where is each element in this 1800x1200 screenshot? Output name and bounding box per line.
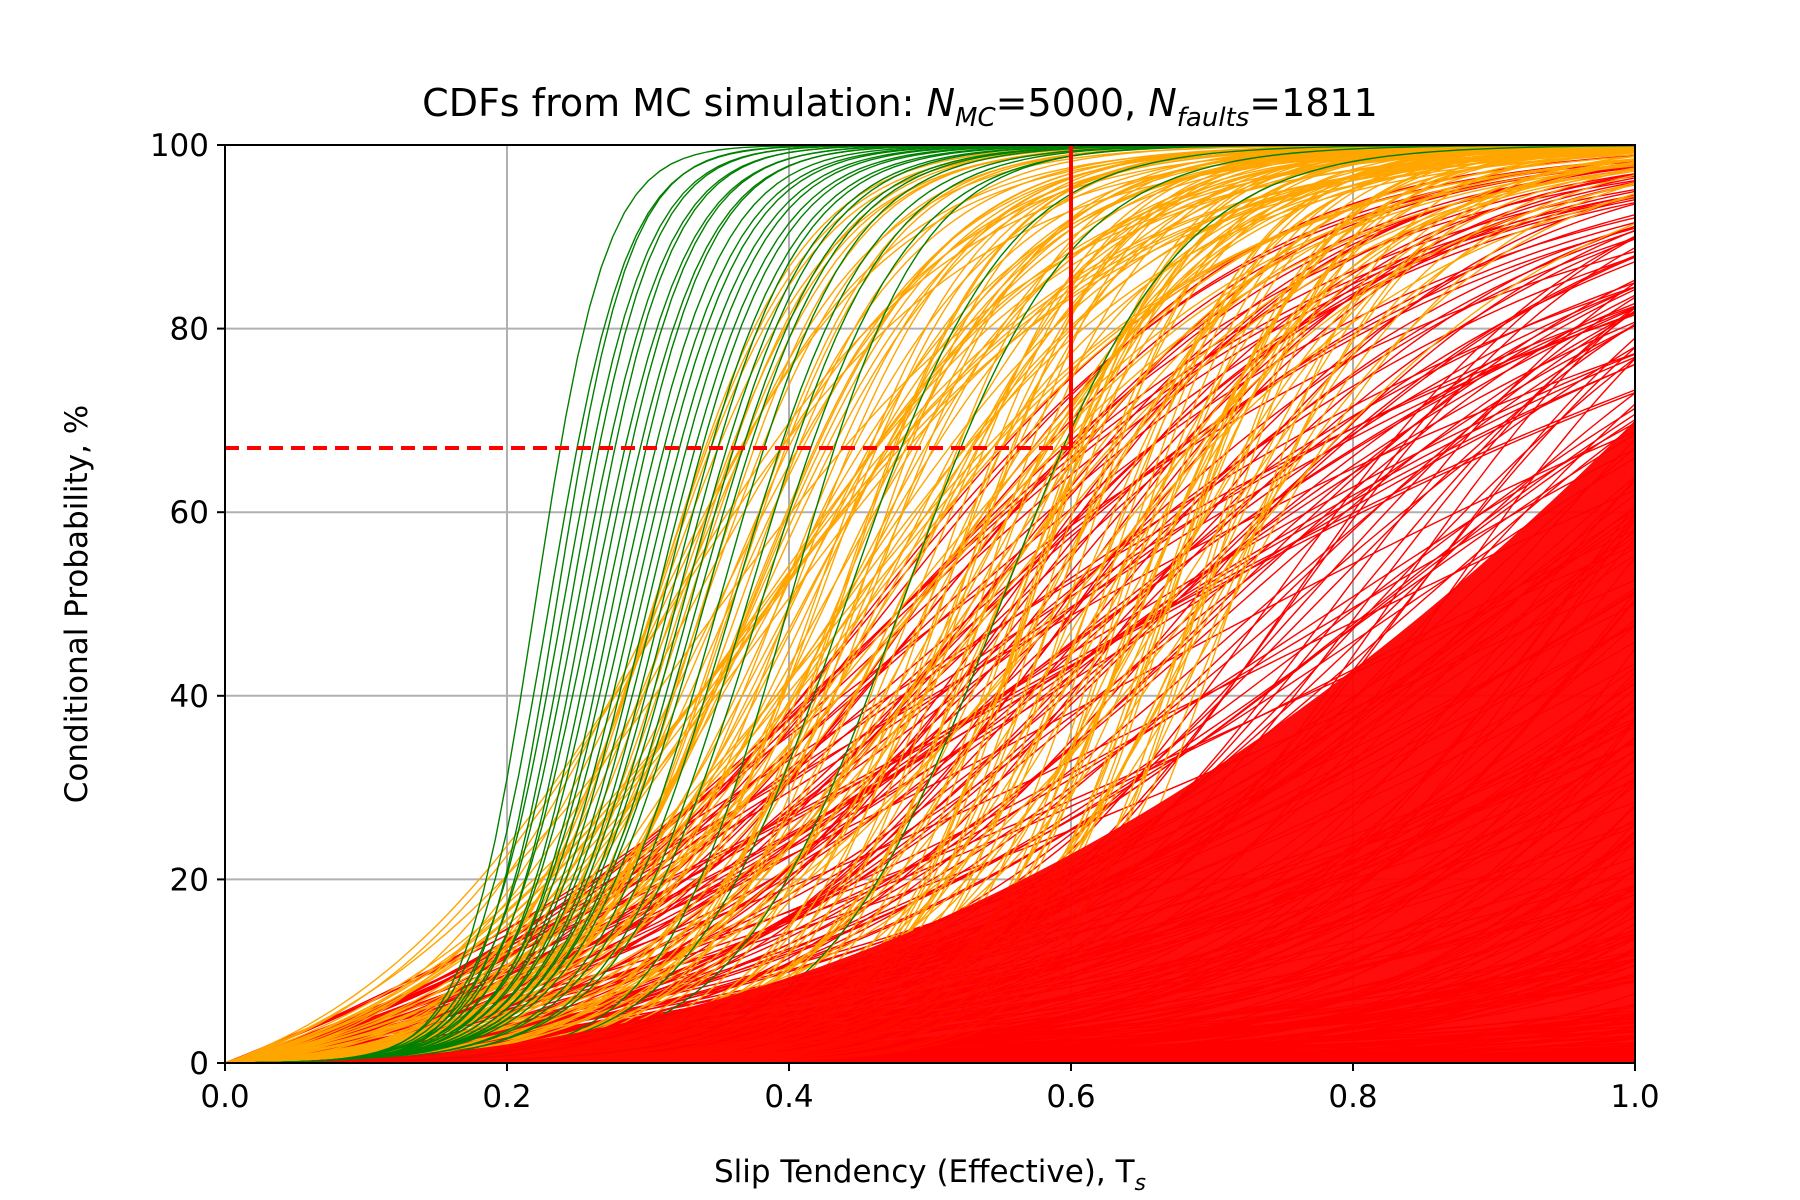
cdf-curve xyxy=(225,145,1635,1063)
x-tick-label: 1.0 xyxy=(1610,1079,1659,1115)
x-tick-label: 0.0 xyxy=(200,1079,249,1115)
x-tick-label: 0.8 xyxy=(1328,1079,1377,1115)
y-axis-label: Conditional Probability, % xyxy=(59,405,95,803)
cdf-curve xyxy=(225,169,1635,1063)
x-tick-label: 0.6 xyxy=(1046,1079,1095,1115)
y-tick-label: 80 xyxy=(170,312,209,348)
cdf-curve xyxy=(225,145,1635,1063)
cdf-curve xyxy=(225,145,1635,1063)
y-tick-label: 20 xyxy=(170,862,209,898)
cdf-curve xyxy=(225,145,1635,1063)
cdf-curve xyxy=(225,305,1635,1063)
threshold-lines xyxy=(225,145,1073,450)
x-axis-ticks: 0.0 0.2 0.4 0.6 0.8 1.0 xyxy=(200,1063,1660,1115)
x-axis-label: Slip Tendency (Effective), Ts xyxy=(714,1154,1146,1196)
cdf-curve xyxy=(225,145,1635,1063)
cdf-curve xyxy=(225,145,1635,1063)
cdf-curve xyxy=(225,146,1635,1063)
plot-frame xyxy=(224,144,1636,1064)
cdf-curve xyxy=(225,145,1635,1063)
cdf-curve xyxy=(225,237,1635,1063)
cdf-curve xyxy=(225,145,1635,1063)
cdf-curve xyxy=(225,151,1635,1063)
cdf-curves xyxy=(225,145,1635,1063)
chart-title: CDFs from MC simulation: NMC=5000, Nfaul… xyxy=(422,81,1378,133)
y-tick-label: 40 xyxy=(170,679,209,715)
y-tick-label: 60 xyxy=(170,495,209,531)
cdf-curve xyxy=(225,183,1635,1063)
x-tick-label: 0.2 xyxy=(482,1079,531,1115)
cdf-curve xyxy=(225,188,1635,1063)
cdf-curve xyxy=(225,221,1635,1063)
x-tick-label: 0.4 xyxy=(764,1079,813,1115)
y-axis-ticks: 0 20 40 60 80 100 xyxy=(150,128,225,1082)
cdf-curve xyxy=(225,151,1635,1063)
cdf-curve xyxy=(225,145,1635,1063)
cdf-curve xyxy=(225,159,1635,1063)
y-tick-label: 0 xyxy=(189,1046,209,1082)
cdf-curve xyxy=(225,145,1635,1063)
y-tick-label: 100 xyxy=(150,128,209,164)
cdf-curve xyxy=(225,153,1635,1063)
cdf-curve-density xyxy=(225,420,1635,1063)
